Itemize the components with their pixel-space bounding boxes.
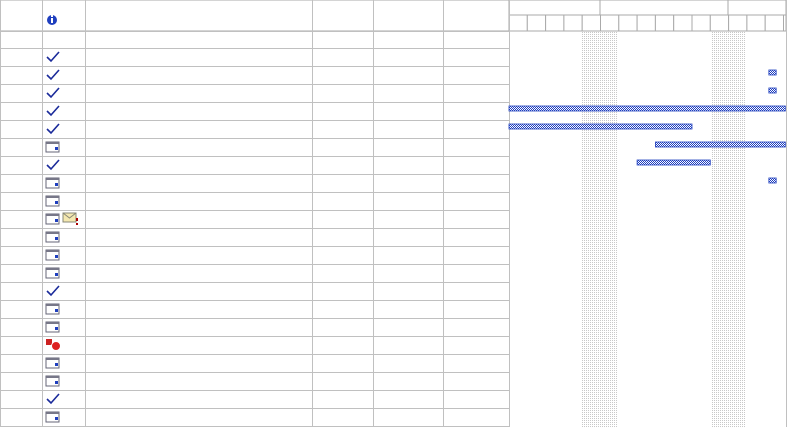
calendar-icon-mark bbox=[55, 327, 58, 330]
timescale-bottom-cell[interactable] bbox=[618, 14, 638, 32]
task-bar[interactable] bbox=[508, 105, 786, 112]
timescale-bottom-cell[interactable] bbox=[654, 14, 675, 32]
calendar-icon-mark bbox=[55, 363, 58, 366]
alert-dot bbox=[76, 223, 78, 225]
calendar-icon-band bbox=[46, 358, 59, 360]
task-bar[interactable] bbox=[768, 177, 777, 184]
calendar-icon-mark bbox=[55, 183, 58, 186]
calendar-icon-band bbox=[46, 376, 59, 378]
constraint-icon-badge bbox=[51, 341, 61, 351]
nonworking-shade bbox=[582, 31, 618, 427]
alert-mark bbox=[76, 218, 78, 221]
complete-check bbox=[46, 285, 60, 297]
task-bar[interactable] bbox=[768, 87, 777, 94]
calendar-icon-mark bbox=[55, 381, 58, 384]
gantt-bars bbox=[508, 69, 786, 184]
calendar-icon-mark bbox=[55, 273, 58, 276]
nonworking-shade bbox=[712, 31, 746, 427]
complete-check bbox=[46, 87, 60, 99]
calendar-icon-mark bbox=[55, 201, 58, 204]
timescale-bottom-cell[interactable] bbox=[563, 14, 583, 32]
indicator-icons bbox=[45, 51, 78, 423]
task-bar[interactable] bbox=[655, 141, 786, 148]
complete-check bbox=[46, 159, 60, 171]
timescale-bottom-cell[interactable] bbox=[709, 14, 730, 32]
constraint-icon bbox=[46, 339, 52, 345]
calendar-icon-mark bbox=[55, 147, 58, 150]
table-header[interactable] bbox=[0, 0, 510, 32]
timescale-bottom-cell[interactable] bbox=[508, 14, 528, 32]
timescale-bottom-cell[interactable] bbox=[526, 14, 547, 32]
timescale bbox=[508, 0, 787, 32]
timescale-bottom-cell[interactable] bbox=[600, 14, 620, 32]
calendar-icon-mark bbox=[55, 309, 58, 312]
calendar-icon-band bbox=[46, 214, 59, 216]
calendar-icon-band bbox=[46, 268, 59, 270]
complete-check bbox=[46, 105, 60, 117]
timescale-bottom-cell[interactable] bbox=[764, 14, 785, 32]
calendar-icon-mark bbox=[55, 417, 58, 420]
timescale-bottom-cell[interactable] bbox=[691, 14, 711, 32]
timescale-bottom-cell[interactable] bbox=[783, 14, 787, 32]
complete-check bbox=[46, 393, 60, 405]
timescale-bottom-cell[interactable] bbox=[728, 14, 748, 32]
calendar-icon-band bbox=[46, 232, 59, 234]
calendar-icon-band bbox=[46, 196, 59, 198]
timescale-bottom-cell[interactable] bbox=[673, 14, 693, 32]
calendar-icon-band bbox=[46, 304, 59, 306]
calendar-icon-band bbox=[46, 412, 59, 414]
timescale-top-cell[interactable] bbox=[599, 0, 729, 16]
timescale-bottom-cell[interactable] bbox=[581, 14, 602, 32]
calendar-icon-mark bbox=[55, 219, 58, 222]
timescale-bottom-cell[interactable] bbox=[746, 14, 766, 32]
calendar-icon-band bbox=[46, 322, 59, 324]
timescale-bottom-cell[interactable] bbox=[636, 14, 656, 32]
timescale-top-cell[interactable] bbox=[727, 0, 787, 16]
calendar-icon-mark bbox=[55, 237, 58, 240]
complete-check bbox=[46, 123, 60, 135]
task-bar[interactable] bbox=[636, 159, 711, 166]
info-header-icon-mark bbox=[51, 18, 53, 23]
info-header-icon-dot bbox=[51, 15, 53, 17]
note-icon-flap bbox=[62, 212, 77, 219]
calendar-icon-mark bbox=[55, 255, 58, 258]
timescale-bottom-cell[interactable] bbox=[545, 14, 565, 32]
calendar-icon-band bbox=[46, 250, 59, 252]
calendar-icon-band bbox=[46, 142, 59, 144]
complete-check bbox=[46, 69, 60, 81]
calendar-icon-band bbox=[46, 178, 59, 180]
task-bar[interactable] bbox=[768, 69, 777, 76]
timescale-top-cell[interactable] bbox=[508, 0, 601, 16]
task-bar[interactable] bbox=[508, 123, 693, 130]
complete-check bbox=[46, 51, 60, 63]
